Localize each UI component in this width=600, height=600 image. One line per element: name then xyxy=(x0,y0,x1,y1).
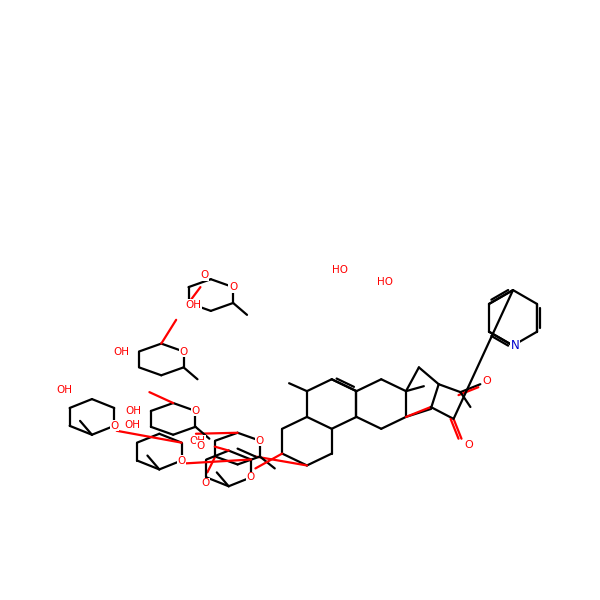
Text: O: O xyxy=(178,455,186,466)
Text: O: O xyxy=(197,440,205,451)
Text: O: O xyxy=(483,376,491,386)
Text: OH: OH xyxy=(190,436,205,446)
Text: OH: OH xyxy=(125,406,141,416)
Text: O: O xyxy=(256,436,264,446)
Text: O: O xyxy=(200,270,209,280)
Text: OH: OH xyxy=(56,385,73,395)
Text: O: O xyxy=(464,440,473,449)
Text: HO: HO xyxy=(332,265,347,275)
Text: OH: OH xyxy=(185,300,202,310)
Text: OH: OH xyxy=(124,420,140,430)
Text: O: O xyxy=(201,478,209,488)
Text: HO: HO xyxy=(377,277,393,287)
Text: OH: OH xyxy=(113,347,129,356)
Text: N: N xyxy=(511,339,520,352)
Text: O: O xyxy=(110,421,118,431)
Text: O: O xyxy=(179,347,188,356)
Text: O: O xyxy=(229,282,237,292)
Text: O: O xyxy=(247,472,255,482)
Text: O: O xyxy=(191,406,200,416)
